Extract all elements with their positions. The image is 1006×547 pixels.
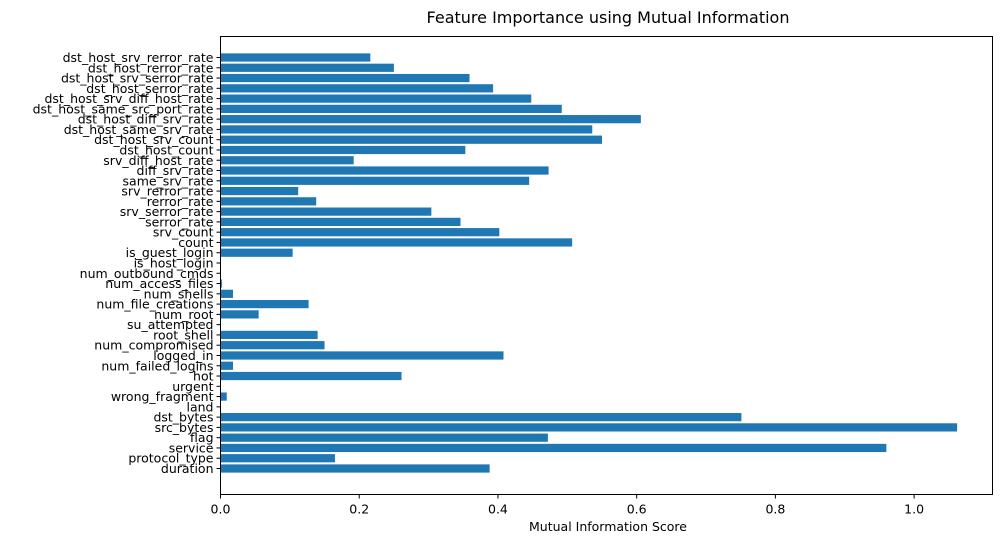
bar-service bbox=[220, 443, 887, 453]
bar-num_file_creations bbox=[220, 299, 309, 309]
bar-dst_host_srv_rerror_rate bbox=[220, 53, 371, 62]
y-tick-label: serror_rate bbox=[145, 214, 214, 229]
y-tick-label: dst_host_srv_serror_rate bbox=[61, 71, 214, 86]
bar-srv_diff_host_rate bbox=[220, 156, 354, 165]
x-axis-label: Mutual Information Score bbox=[529, 519, 687, 534]
y-tick-label: flag bbox=[190, 430, 213, 445]
bar-wrong_fragment bbox=[220, 392, 227, 401]
y-tick-label: rerror_rate bbox=[147, 194, 214, 209]
x-tick-label: 0.8 bbox=[765, 502, 785, 517]
x-axis-ticks: 0.0 0.2 0.4 0.6 0.8 1.0 bbox=[211, 494, 924, 517]
bar-count bbox=[220, 238, 573, 247]
y-tick-label: num_root bbox=[154, 307, 213, 322]
y-tick-label: su_attempted bbox=[127, 317, 213, 332]
bar-flag bbox=[220, 433, 548, 442]
y-tick-label: dst_host_rerror_rate bbox=[88, 60, 214, 75]
y-tick-label: dst_host_serror_rate bbox=[86, 81, 214, 96]
bar-root_shell bbox=[220, 330, 318, 340]
bar-num_compromised bbox=[220, 341, 325, 350]
y-tick-label: count bbox=[178, 235, 213, 250]
y-tick-label: src_bytes bbox=[155, 420, 214, 435]
bar-num_failed_logins bbox=[220, 361, 233, 370]
y-tick-label: land bbox=[187, 399, 214, 414]
y-tick-label: urgent bbox=[172, 379, 213, 394]
bar-srv_serror_rate bbox=[220, 207, 432, 216]
y-tick-label: srv_rerror_rate bbox=[121, 184, 213, 199]
y-tick-label: duration bbox=[161, 461, 214, 476]
y-tick-label: num_failed_logins bbox=[101, 358, 213, 373]
bars-group bbox=[220, 53, 958, 473]
y-tick-label: srv_serror_rate bbox=[120, 204, 214, 219]
y-axis-ticks: durationprotocol_typeserviceflagsrc_byte… bbox=[33, 50, 221, 476]
x-tick-label: 0.6 bbox=[627, 502, 647, 517]
bar-srv_rerror_rate bbox=[220, 186, 299, 196]
bar-dst_host_srv_diff_host_rate bbox=[220, 94, 532, 103]
y-tick-label: num_shells bbox=[144, 286, 214, 301]
y-tick-label: wrong_fragment bbox=[111, 389, 214, 404]
bar-duration bbox=[220, 464, 490, 473]
y-tick-label: dst_host_srv_rerror_rate bbox=[63, 50, 214, 65]
y-tick-label: dst_host_same_srv_rate bbox=[64, 122, 214, 137]
y-tick-label: hot bbox=[193, 369, 214, 384]
bar-dst_host_count bbox=[220, 145, 466, 155]
bar-dst_host_srv_serror_rate bbox=[220, 73, 470, 83]
bar-num_root bbox=[220, 310, 259, 319]
bar-serror_rate bbox=[220, 217, 461, 227]
y-tick-label: num_access_files bbox=[105, 276, 213, 291]
y-tick-label: logged_in bbox=[153, 348, 213, 363]
bar-diff_srv_rate bbox=[220, 166, 549, 175]
bar-dst_host_diff_srv_rate bbox=[220, 115, 641, 124]
y-tick-label: dst_host_diff_srv_rate bbox=[78, 112, 214, 127]
x-tick-label: 0.0 bbox=[211, 502, 231, 517]
bar-num_access_files bbox=[220, 279, 222, 288]
bar-protocol_type bbox=[220, 454, 335, 463]
x-tick-label: 0.2 bbox=[349, 502, 369, 517]
plot-frame bbox=[220, 36, 993, 495]
y-tick-label: srv_count bbox=[153, 225, 214, 240]
bar-src_bytes bbox=[220, 423, 958, 432]
bar-dst_host_same_srv_rate bbox=[220, 125, 593, 134]
bar-dst_bytes bbox=[220, 413, 742, 422]
y-tick-label: dst_host_same_src_port_rate bbox=[33, 101, 214, 116]
x-tick-label: 1.0 bbox=[904, 502, 924, 517]
y-tick-label: service bbox=[169, 440, 214, 455]
y-tick-label: diff_srv_rate bbox=[137, 163, 214, 178]
y-tick-label: is_host_login bbox=[134, 256, 214, 271]
bar-srv_count bbox=[220, 228, 500, 237]
y-tick-label: srv_diff_host_rate bbox=[103, 153, 214, 168]
bar-is_guest_login bbox=[220, 248, 293, 257]
y-tick-label: num_outbound_cmds bbox=[80, 266, 214, 281]
y-tick-label: dst_host_srv_count bbox=[94, 132, 213, 147]
y-tick-label: is_guest_login bbox=[126, 245, 214, 260]
bar-num_shells bbox=[220, 289, 233, 298]
bar-dst_host_rerror_rate bbox=[220, 63, 394, 72]
y-tick-label: num_file_creations bbox=[96, 297, 213, 312]
y-tick-label: dst_bytes bbox=[153, 410, 213, 425]
bar-rerror_rate bbox=[220, 197, 317, 206]
bar-dst_host_same_src_port_rate bbox=[220, 104, 562, 113]
y-tick-label: same_srv_rate bbox=[123, 173, 214, 188]
y-tick-label: root_shell bbox=[153, 327, 213, 342]
bar-logged_in bbox=[220, 351, 504, 360]
bar-hot bbox=[220, 371, 402, 381]
x-tick-label: 0.4 bbox=[488, 502, 508, 517]
y-tick-label: num_compromised bbox=[94, 338, 213, 353]
bar-same_srv_rate bbox=[220, 176, 530, 185]
chart-title: Feature Importance using Mutual Informat… bbox=[427, 8, 790, 27]
bar-dst_host_serror_rate bbox=[220, 84, 494, 93]
y-tick-label: dst_host_count bbox=[119, 142, 213, 157]
y-tick-label: protocol_type bbox=[128, 451, 213, 466]
bar-dst_host_srv_count bbox=[220, 135, 602, 144]
y-tick-label: dst_host_srv_diff_host_rate bbox=[44, 91, 213, 106]
